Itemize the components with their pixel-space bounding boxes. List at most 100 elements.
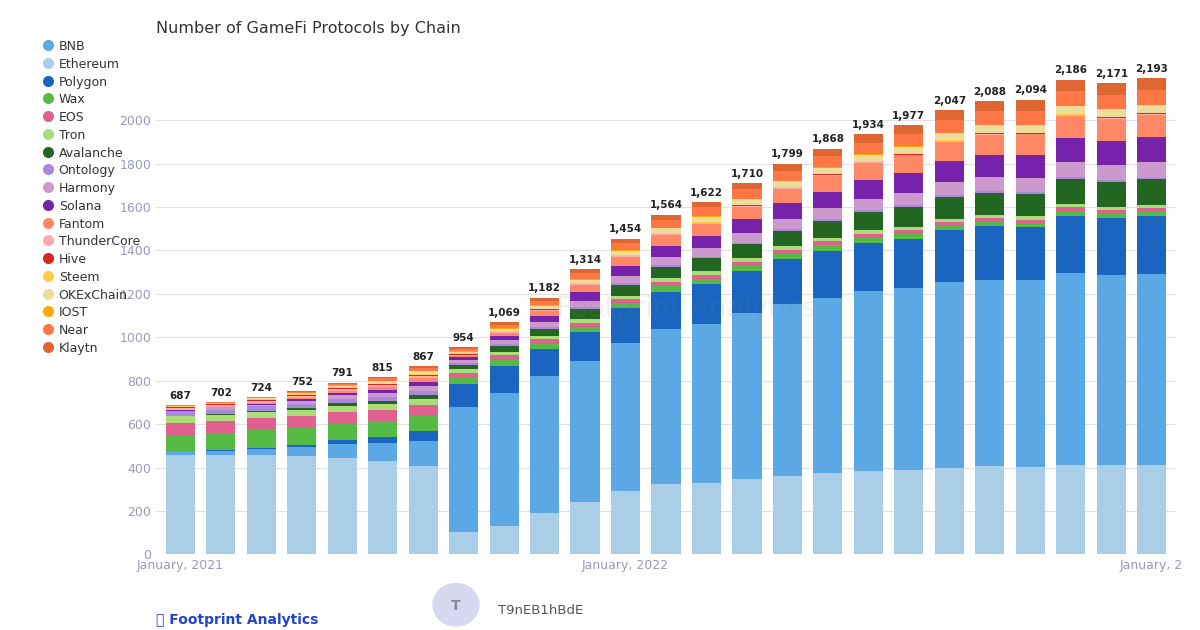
Bar [1015,134,1045,156]
Bar [449,365,478,369]
Bar [449,377,478,384]
Bar [976,191,1004,193]
Bar [692,207,721,216]
Bar [692,217,721,222]
Text: 1,977: 1,977 [893,111,925,121]
Bar [247,401,276,403]
Bar [652,265,680,266]
Bar [449,354,478,355]
Bar [247,449,276,455]
Bar [1097,118,1126,119]
Bar [1015,192,1045,194]
Bar [894,134,924,146]
Bar [692,483,721,554]
Bar [449,369,478,373]
Bar [449,360,478,364]
Bar [490,346,518,352]
Bar [1138,205,1166,208]
Bar [1097,275,1126,465]
Bar [814,175,842,176]
Bar [449,347,478,349]
Bar [854,154,883,161]
Text: 1,934: 1,934 [852,120,884,130]
Bar [287,457,317,554]
Bar [368,410,397,421]
Bar [692,278,721,284]
Bar [449,357,478,360]
Bar [206,403,235,404]
Bar [1056,465,1085,554]
Bar [976,215,1004,218]
Bar [408,366,438,368]
Bar [611,491,640,554]
Bar [287,394,317,395]
Bar [611,256,640,257]
Bar [368,461,397,554]
Bar [692,324,721,483]
Bar [773,219,802,229]
Bar [732,243,762,244]
Bar [1097,210,1126,214]
Bar [692,248,721,257]
Bar [814,251,842,297]
Bar [166,407,194,408]
Bar [773,304,802,476]
Bar [1138,216,1166,274]
Bar [773,203,802,219]
Bar [530,344,559,350]
Bar [328,389,356,391]
Bar [976,222,1004,226]
Text: T: T [451,598,461,613]
Bar [490,366,518,393]
Bar [652,234,680,235]
Bar [1015,217,1045,220]
Bar [854,230,883,234]
Bar [166,452,194,454]
Bar [328,444,356,458]
Bar [935,161,964,182]
Bar [408,368,438,371]
Bar [894,193,924,205]
Bar [490,355,518,360]
Bar [1056,215,1085,273]
Bar [1015,111,1045,125]
Bar [1056,179,1085,204]
Bar [611,266,640,276]
Bar [206,405,235,408]
Bar [530,350,559,376]
Bar [652,220,680,227]
Bar [408,375,438,376]
Bar [692,236,721,248]
Bar [692,271,721,275]
Bar [894,154,924,156]
Bar [732,189,762,198]
Bar [814,209,842,219]
Bar [530,336,559,340]
Bar [652,282,680,286]
Bar [611,309,640,343]
Bar [1138,115,1166,137]
Bar [611,239,640,243]
Text: 2,088: 2,088 [973,87,1007,96]
Text: 🌸 Footprint Analytics: 🌸 Footprint Analytics [156,613,318,627]
Bar [449,373,478,377]
Bar [1056,116,1085,138]
Bar [894,173,924,193]
Bar [328,412,356,423]
Bar [247,404,276,406]
Bar [692,284,721,324]
Bar [287,393,317,394]
Bar [854,291,883,471]
Bar [408,405,438,415]
Bar [854,234,883,238]
Bar [368,377,397,379]
Bar [652,246,680,257]
Bar [732,233,762,243]
Bar [490,352,518,355]
Text: 724: 724 [251,383,272,393]
Bar [652,292,680,329]
Bar [570,309,600,319]
Bar [408,466,438,554]
Bar [814,245,842,251]
Bar [368,421,397,437]
